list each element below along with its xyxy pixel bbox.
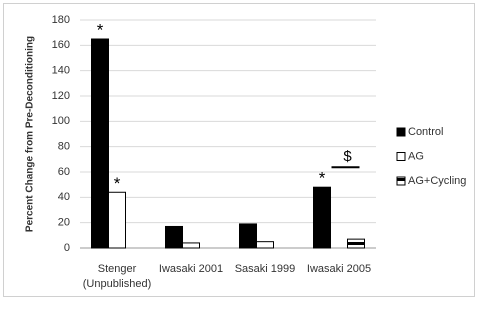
annotation: $ bbox=[343, 148, 352, 165]
y-tick-label: 120 bbox=[52, 90, 70, 102]
bar bbox=[165, 225, 183, 249]
y-tick-label: 20 bbox=[58, 217, 70, 229]
bar bbox=[91, 38, 109, 249]
legend-swatch bbox=[396, 152, 406, 161]
x-tick-label: Iwasaki 2005 bbox=[306, 263, 372, 275]
y-tick-label: 0 bbox=[64, 242, 70, 254]
bar bbox=[108, 191, 126, 249]
legend-swatch bbox=[396, 176, 406, 186]
y-tick-label: 100 bbox=[52, 115, 70, 127]
y-axis-label: Percent Change from Pre-Deconditioning bbox=[25, 36, 36, 232]
legend-swatch bbox=[396, 127, 406, 137]
y-tick-label: 60 bbox=[58, 166, 70, 178]
y-tick-label: 160 bbox=[52, 39, 70, 51]
bar bbox=[347, 238, 365, 249]
annotation: * bbox=[319, 169, 326, 188]
x-tick-label: Iwasaki 2001 bbox=[158, 263, 224, 275]
chart-frame bbox=[3, 3, 475, 297]
bar bbox=[313, 186, 331, 249]
annotation: * bbox=[114, 174, 121, 193]
y-tick-label: 180 bbox=[52, 14, 70, 26]
x-tick-label: Sasaki 1999 bbox=[234, 263, 296, 275]
y-tick-label: 80 bbox=[58, 141, 70, 153]
x-tick-label: Stenger (Unpublished) bbox=[82, 263, 152, 290]
bar bbox=[256, 241, 274, 249]
y-tick-label: 40 bbox=[58, 191, 70, 203]
bar bbox=[239, 223, 257, 249]
bar bbox=[182, 242, 200, 249]
legend-label: Control bbox=[408, 126, 443, 138]
legend-label: AG bbox=[408, 150, 424, 162]
annotation: * bbox=[97, 20, 104, 39]
y-tick-label: 140 bbox=[52, 65, 70, 77]
legend-label: AG+Cycling bbox=[408, 175, 466, 187]
